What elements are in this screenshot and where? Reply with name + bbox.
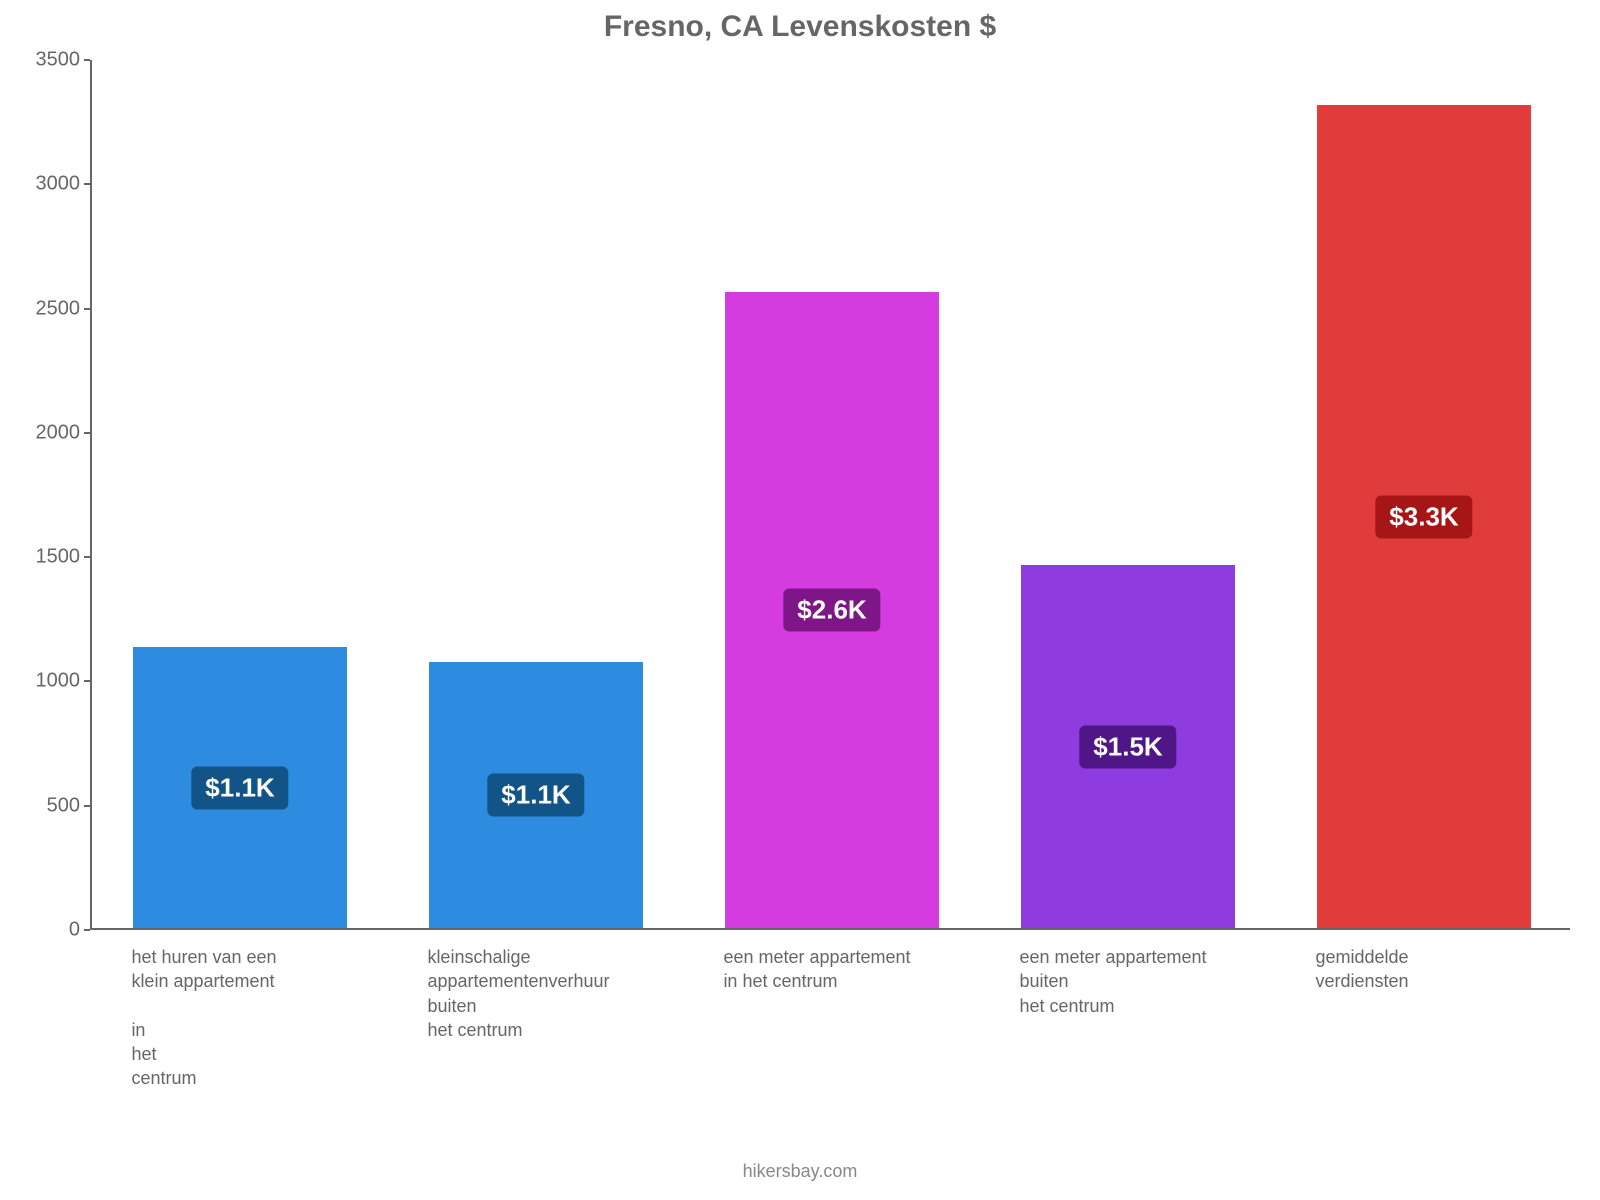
cost-of-living-chart: Fresno, CA Levenskosten $ 0 500 1000 1500 20…: [0, 0, 1600, 1200]
bar-value-label: $2.6K: [783, 588, 880, 631]
bar-value-label: $1.5K: [1079, 725, 1176, 768]
x-category-label: een meter appartement buiten het centrum: [1019, 945, 1232, 1018]
y-tick-label: 1000: [10, 670, 80, 693]
y-tick-label: 0: [10, 919, 80, 942]
x-category-label: een meter appartement in het centrum: [723, 945, 936, 994]
bar-value-label: $1.1K: [487, 774, 584, 817]
x-category-label: het huren van een klein appartement in h…: [131, 945, 344, 1091]
y-tick-label: 3500: [10, 49, 80, 72]
x-category-label: gemiddelde verdiensten: [1315, 945, 1528, 994]
plot-area: $1.1K $1.1K $2.6K $1.5K $3.3K: [90, 60, 1570, 930]
attribution: hikersbay.com: [0, 1161, 1600, 1182]
bar-value-label: $3.3K: [1375, 495, 1472, 538]
y-tick-label: 3000: [10, 173, 80, 196]
y-tick-label: 1500: [10, 546, 80, 569]
chart-title: Fresno, CA Levenskosten $: [0, 10, 1600, 44]
x-category-label: kleinschalige appartementenverhuur buite…: [427, 945, 640, 1042]
bar-value-label: $1.1K: [191, 766, 288, 809]
y-tick-label: 500: [10, 794, 80, 817]
y-tick-label: 2500: [10, 297, 80, 320]
y-tick-label: 2000: [10, 421, 80, 444]
